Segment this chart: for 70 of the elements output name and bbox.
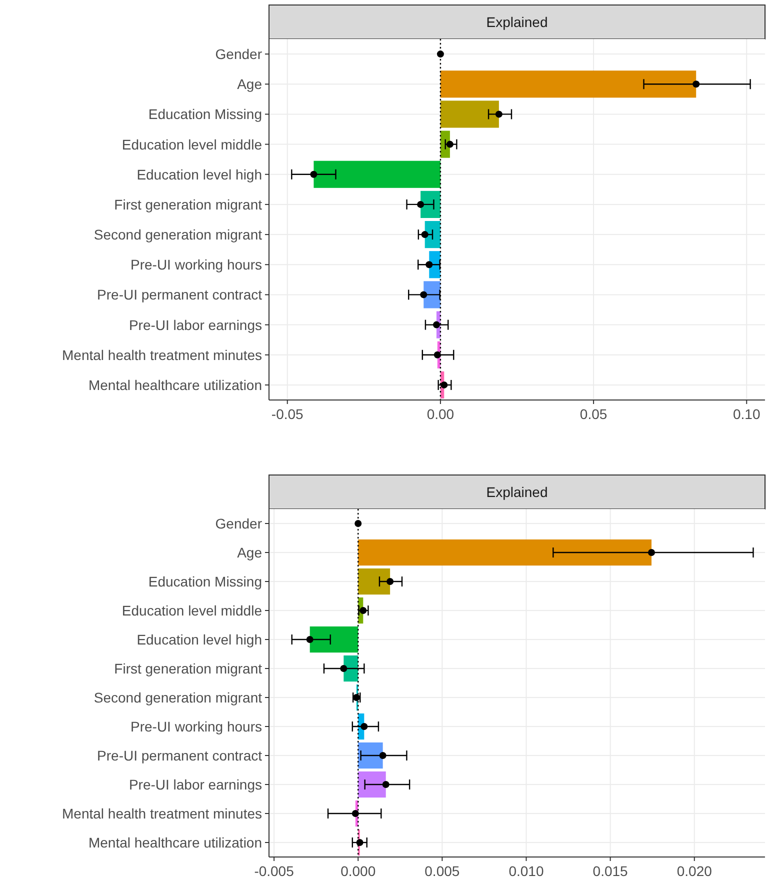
bar	[358, 568, 390, 595]
x-tick-label: 0.000	[340, 863, 376, 879]
point	[354, 520, 362, 527]
y-tick-label: Pre-UI working hours	[130, 718, 262, 734]
y-tick-label: Education Missing	[148, 574, 262, 590]
y-tick-label: First generation migrant	[114, 196, 262, 212]
y-tick-label: Age	[237, 544, 262, 560]
y-tick-label: Education level high	[136, 632, 262, 648]
bar	[440, 70, 696, 98]
point	[310, 170, 318, 178]
y-tick-label: Age	[237, 76, 262, 92]
x-tick-label: 0.020	[676, 863, 712, 879]
bar	[424, 221, 440, 248]
point	[495, 110, 502, 118]
y-tick-label: Education level middle	[122, 602, 262, 618]
y-tick-label: Pre-UI permanent contract	[97, 748, 262, 764]
bar	[358, 771, 386, 798]
point	[692, 80, 700, 88]
point	[379, 752, 386, 759]
x-tick-label: -0.05	[271, 406, 304, 422]
chart-title: Explained	[486, 484, 548, 500]
bar	[420, 190, 440, 218]
point	[417, 200, 424, 208]
y-tick-label: Mental health treatment minutes	[62, 806, 262, 822]
point	[352, 810, 359, 817]
bar	[440, 100, 499, 128]
y-tick-label: Pre-UI permanent contract	[97, 286, 262, 303]
point	[382, 781, 390, 788]
bar	[310, 626, 358, 653]
x-tick-label: 0.015	[592, 863, 628, 879]
bar	[358, 742, 383, 769]
bar	[314, 160, 440, 188]
point	[340, 665, 348, 672]
point	[356, 839, 364, 846]
bar	[358, 539, 652, 566]
point	[360, 723, 368, 730]
point	[446, 140, 454, 148]
y-tick-label: Mental healthcare utilization	[88, 834, 262, 850]
x-tick-label: 0.05	[580, 406, 608, 422]
x-tick-label: 0.10	[733, 406, 760, 422]
x-tick-label: 0.00	[426, 406, 454, 422]
point	[306, 636, 314, 643]
point	[420, 291, 428, 298]
x-tick-label: 0.005	[424, 863, 460, 879]
point	[434, 351, 441, 358]
y-tick-label: Education Missing	[148, 106, 262, 122]
y-tick-label: Mental health treatment minutes	[62, 346, 262, 363]
chart-title: Explained	[486, 14, 548, 30]
point	[440, 381, 448, 388]
y-tick-label: Gender	[215, 46, 262, 62]
point	[386, 578, 394, 585]
y-tick-label: Pre-UI working hours	[130, 256, 262, 273]
point	[360, 607, 367, 614]
y-tick-label: Gender	[215, 516, 262, 532]
point	[352, 694, 360, 701]
point	[432, 321, 440, 328]
y-tick-label: Education level high	[136, 166, 262, 182]
y-tick-label: Second generation migrant	[94, 690, 262, 706]
x-tick-label: 0.010	[508, 863, 544, 879]
point	[648, 549, 656, 556]
point	[436, 50, 444, 58]
y-tick-label: Pre-UI labor earnings	[128, 776, 262, 792]
y-tick-label: Mental healthcare utilization	[88, 376, 262, 393]
y-tick-label: Pre-UI labor earnings	[128, 316, 262, 333]
y-tick-label: Education level middle	[122, 136, 262, 152]
y-tick-label: Second generation migrant	[94, 226, 262, 243]
point	[421, 231, 428, 238]
y-tick-label: First generation migrant	[114, 660, 262, 676]
x-tick-label: -0.005	[254, 863, 294, 879]
point	[426, 261, 433, 268]
